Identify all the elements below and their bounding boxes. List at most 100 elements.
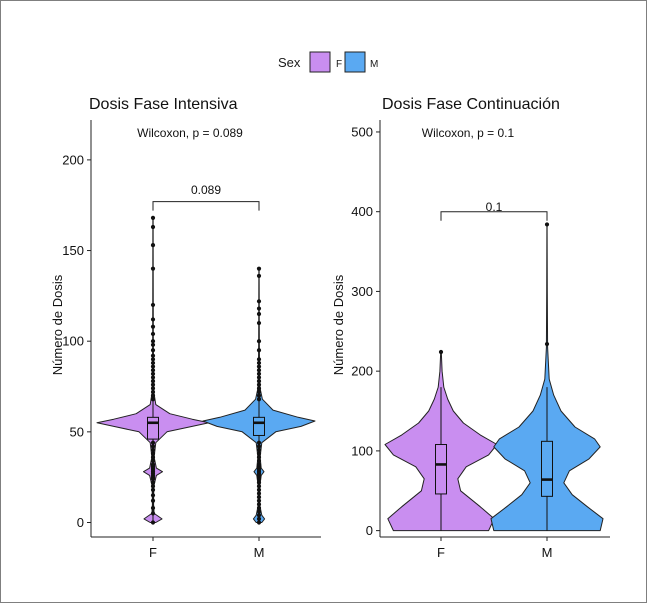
outlier-point (256, 495, 262, 500)
y-tick-label: 100 (62, 334, 84, 349)
outlier-point (150, 378, 156, 384)
x-tick-label-f: F (437, 545, 445, 560)
outlier-point (150, 505, 156, 511)
y-tick-label: 300 (351, 284, 373, 299)
outlier-point (150, 342, 156, 347)
outlier-point (256, 357, 262, 362)
y-tick-label: 500 (351, 124, 373, 139)
outlier-point (544, 222, 550, 227)
y-tick-label: 400 (351, 204, 373, 219)
y-tick-label: 0 (77, 515, 84, 530)
outlier-point (256, 516, 262, 521)
bracket-label: 0.1 (486, 200, 503, 214)
outlier-point (150, 375, 156, 380)
outlier-point (150, 243, 156, 248)
legend-swatch-f (309, 51, 331, 73)
outlier-point (150, 484, 156, 489)
outlier-point (256, 375, 262, 380)
y-tick-label: 150 (62, 243, 84, 258)
outlier-point (544, 341, 550, 347)
outlier-point (256, 462, 262, 467)
outlier-point (256, 386, 262, 391)
outlier-point (150, 331, 156, 337)
x-tick-label-f: F (149, 545, 157, 560)
outlier-point (256, 520, 262, 525)
outlier-point (256, 364, 262, 369)
outlier-point (256, 455, 262, 460)
box-f (147, 416, 159, 440)
outlier-point (150, 215, 156, 221)
outlier-point (150, 498, 156, 503)
legend-label-m: M (370, 59, 378, 70)
outlier-point (256, 382, 262, 387)
outlier-point (256, 397, 262, 402)
panel-continuacion: Dosis Fase Continuación Wilcoxon, p = 0.… (331, 96, 610, 560)
outlier-point (150, 389, 156, 395)
box-f (435, 444, 447, 495)
outlier-point (150, 487, 156, 492)
outlier-point (256, 348, 262, 353)
outlier-point (256, 505, 262, 511)
outlier-point (256, 389, 262, 395)
panel-title: Dosis Fase Intensiva (89, 96, 238, 113)
y-tick-label: 200 (62, 152, 84, 167)
outlier-point (256, 360, 262, 366)
outlier-point (256, 311, 262, 317)
outlier-point (150, 462, 156, 467)
outlier-point (256, 513, 262, 518)
legend-title: Sex (278, 55, 301, 70)
outlier-point (150, 458, 156, 463)
box-m (541, 440, 553, 497)
outlier-point (150, 368, 156, 373)
outlier-point (150, 511, 156, 516)
panel-title: Dosis Fase Continuación (382, 96, 560, 113)
outlier-point (256, 451, 262, 456)
outlier-point (150, 382, 156, 387)
panel-intensiva: Dosis Fase Intensiva Wilcoxon, p = 0.089… (50, 96, 321, 560)
outlier-point (256, 339, 262, 344)
outlier-point (150, 440, 156, 445)
outlier-point (256, 299, 262, 304)
outlier-point (150, 371, 156, 376)
outlier-point (256, 371, 262, 376)
outlier-point (150, 455, 156, 460)
outlier-point (150, 302, 156, 308)
legend: Sex F M (278, 51, 378, 73)
outlier-point (256, 480, 262, 485)
outlier-point (256, 509, 262, 514)
outlier-point (256, 487, 262, 492)
legend-label-f: F (336, 59, 342, 70)
significance-bracket (440, 211, 548, 221)
y-tick-label: 100 (351, 443, 373, 458)
outlier-point (150, 364, 156, 369)
box-m (253, 416, 265, 436)
outlier-point (150, 353, 156, 358)
outlier-point (150, 480, 156, 485)
outlier-point (256, 320, 262, 326)
outlier-point (256, 447, 262, 453)
y-tick-label: 200 (351, 364, 373, 379)
outlier-point (256, 378, 262, 384)
y-tick-label: 50 (70, 424, 84, 439)
outlier-point (150, 324, 156, 329)
outlier-point (150, 386, 156, 391)
outlier-point (150, 520, 156, 525)
outlier-point (150, 493, 156, 498)
outlier-point (256, 306, 262, 311)
x-tick-label-m: M (542, 545, 553, 560)
outlier-point (438, 349, 444, 355)
bracket-label: 0.089 (191, 183, 221, 197)
outlier-point (150, 357, 156, 362)
x-tick-label-m: M (254, 545, 265, 560)
outlier-point (256, 502, 262, 507)
outlier-point (256, 273, 262, 279)
outlier-point (150, 339, 156, 344)
legend-swatch-m (344, 51, 366, 73)
outlier-point (256, 498, 262, 503)
wilcoxon-label: Wilcoxon, p = 0.1 (422, 126, 515, 140)
outlier-point (256, 444, 262, 449)
outlier-point (256, 491, 262, 496)
outlier-point (150, 397, 156, 402)
outlier-point (256, 458, 262, 463)
